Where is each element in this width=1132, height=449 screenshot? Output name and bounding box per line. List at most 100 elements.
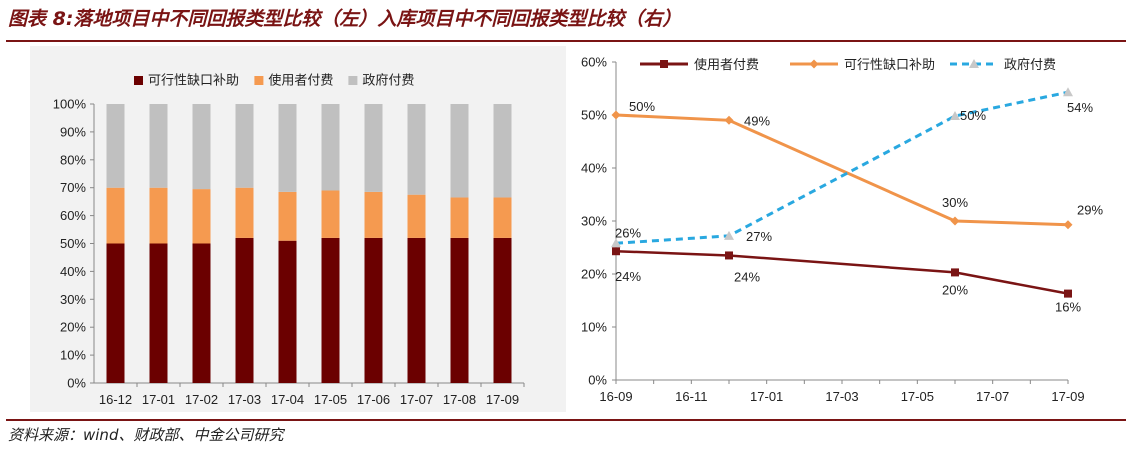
left-bar-segment-2 xyxy=(407,194,426,238)
right-y-tick-label: 20% xyxy=(581,267,607,282)
left-x-tick-label: 17-02 xyxy=(185,392,218,407)
right-y-tick-label: 30% xyxy=(581,214,607,229)
left-bar-segment-3 xyxy=(450,104,469,198)
right-data-label: 29% xyxy=(1077,203,1103,218)
left-bar-segment-3 xyxy=(235,104,254,188)
left-bar-segment-3 xyxy=(407,104,426,195)
left-y-tick-label: 10% xyxy=(60,348,86,363)
right-data-label: 24% xyxy=(734,269,760,284)
right-series-1-marker xyxy=(612,247,620,256)
left-x-tick-label: 17-01 xyxy=(142,392,175,407)
left-legend-label-3: 政府付费 xyxy=(362,73,414,88)
left-bar-segment-3 xyxy=(192,104,211,190)
left-bar-segment-2 xyxy=(321,190,340,238)
right-series-3-marker xyxy=(1063,87,1073,97)
right-x-tick-label: 17-03 xyxy=(825,389,858,404)
title-rule xyxy=(6,40,1126,42)
left-y-tick-label: 70% xyxy=(60,180,86,195)
right-series-2-marker xyxy=(611,110,621,120)
right-series-1-marker xyxy=(1064,289,1072,298)
left-x-tick-label: 17-09 xyxy=(486,392,519,407)
right-data-label: 27% xyxy=(746,229,772,244)
right-legend-marker-3 xyxy=(969,59,979,68)
right-y-tick-label: 60% xyxy=(581,55,607,70)
right-legend-marker-1 xyxy=(660,60,668,68)
left-bar-segment-1 xyxy=(407,237,426,383)
left-x-tick-label: 17-04 xyxy=(271,392,304,407)
right-legend-label-3: 政府付费 xyxy=(1004,57,1056,72)
left-legend-label-1: 可行性缺口补助 xyxy=(148,73,239,88)
left-bar-segment-2 xyxy=(149,187,168,244)
left-bar-segment-2 xyxy=(106,187,125,244)
left-y-tick-label: 30% xyxy=(60,292,86,307)
left-legend-swatch-1 xyxy=(134,76,143,85)
right-x-tick-label: 17-05 xyxy=(901,389,934,404)
left-legend-swatch-2 xyxy=(254,76,264,85)
left-legend-label-2: 使用者付费 xyxy=(268,73,333,88)
left-bar-segment-1 xyxy=(235,237,254,383)
source-note: 资料来源：wind、财政部、中金公司研究 xyxy=(8,426,284,444)
right-data-label: 50% xyxy=(960,108,986,123)
left-bar-segment-2 xyxy=(493,197,512,238)
left-x-tick-label: 17-06 xyxy=(357,392,390,407)
left-x-tick-label: 17-03 xyxy=(228,392,261,407)
left-bar-segment-1 xyxy=(149,243,168,383)
left-y-tick-label: 20% xyxy=(60,320,86,335)
left-y-tick-label: 90% xyxy=(60,124,86,139)
left-y-tick-label: 40% xyxy=(60,264,86,279)
right-series-line-1 xyxy=(615,249,1069,295)
right-data-label: 16% xyxy=(1055,300,1081,315)
right-series-3-marker xyxy=(611,238,621,248)
right-series-line-3 xyxy=(615,90,1069,245)
right-data-label: 20% xyxy=(942,282,968,297)
left-bar-segment-1 xyxy=(106,243,125,383)
right-x-tick-label: 16-11 xyxy=(675,389,707,404)
left-bar-segment-2 xyxy=(235,187,254,238)
right-x-tick-label: 17-01 xyxy=(750,389,783,404)
right-data-label: 49% xyxy=(744,113,770,128)
right-series-2-marker xyxy=(724,115,734,125)
left-bar-segment-2 xyxy=(450,197,469,238)
right-series-2-marker xyxy=(950,216,960,226)
right-series-3-marker xyxy=(724,230,734,240)
left-bar-segment-2 xyxy=(278,191,297,241)
left-bar-segment-2 xyxy=(364,191,383,238)
right-y-tick-label: 40% xyxy=(581,161,607,176)
right-series-1-marker xyxy=(951,268,959,277)
right-series-2-marker xyxy=(1063,220,1073,230)
right-data-label: 30% xyxy=(942,195,968,210)
left-y-tick-label: 60% xyxy=(60,208,86,223)
left-bar-segment-1 xyxy=(450,237,469,383)
left-y-tick-label: 80% xyxy=(60,152,86,167)
right-series-3-marker xyxy=(950,111,960,121)
right-y-tick-label: 0% xyxy=(588,373,607,388)
left-bar-segment-1 xyxy=(192,243,211,383)
source-rule xyxy=(6,419,1126,421)
left-bar-segment-1 xyxy=(364,237,383,383)
right-data-label: 54% xyxy=(1067,100,1093,115)
left-bar-segment-2 xyxy=(192,189,211,244)
right-legend-label-2: 可行性缺口补助 xyxy=(844,57,935,72)
right-y-tick-label: 10% xyxy=(581,320,607,335)
left-y-tick-label: 100% xyxy=(53,97,87,112)
right-legend-marker-2 xyxy=(809,59,819,69)
right-data-label: 24% xyxy=(615,269,641,284)
right-data-label: 26% xyxy=(615,225,641,240)
left-bar-segment-1 xyxy=(321,237,340,383)
right-data-label: 50% xyxy=(629,99,655,114)
right-series-1-marker xyxy=(725,251,733,260)
left-bar-segment-1 xyxy=(278,240,297,383)
left-y-tick-label: 50% xyxy=(60,236,86,251)
left-bar-segment-3 xyxy=(321,104,340,191)
left-x-tick-label: 17-08 xyxy=(443,392,476,407)
right-y-tick-label: 50% xyxy=(581,108,607,123)
figure-title: 图表 8:落地项目中不同回报类型比较（左）入库项目中不同回报类型比较（右） xyxy=(8,8,682,30)
left-y-tick-label: 0% xyxy=(67,376,86,391)
left-x-tick-label: 17-05 xyxy=(314,392,347,407)
left-bar-segment-3 xyxy=(149,104,168,188)
left-bar-segment-1 xyxy=(493,237,512,383)
right-x-tick-label: 17-09 xyxy=(1051,389,1084,404)
left-bar-segment-3 xyxy=(106,104,125,188)
left-bar-segment-3 xyxy=(364,104,383,192)
